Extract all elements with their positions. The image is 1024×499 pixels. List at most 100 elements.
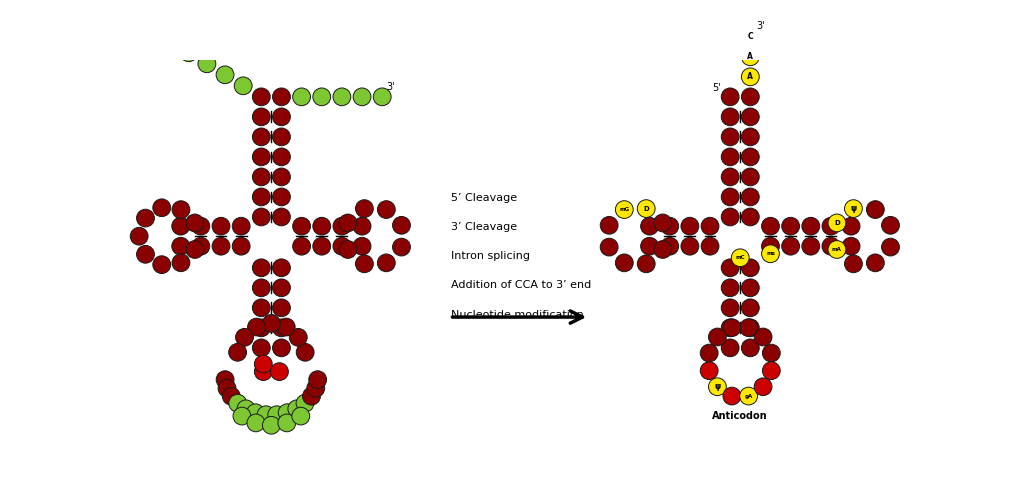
Circle shape (882, 217, 899, 234)
Circle shape (228, 394, 247, 412)
Circle shape (272, 319, 291, 337)
Circle shape (309, 371, 327, 389)
Circle shape (232, 238, 250, 255)
Circle shape (222, 387, 241, 405)
Circle shape (153, 256, 171, 273)
Circle shape (252, 188, 270, 206)
Circle shape (186, 241, 204, 258)
Circle shape (741, 108, 759, 126)
Circle shape (739, 387, 758, 405)
Text: 3': 3' (386, 82, 394, 92)
Circle shape (272, 108, 291, 126)
Circle shape (721, 259, 739, 276)
Circle shape (353, 238, 371, 255)
Circle shape (802, 218, 819, 235)
Circle shape (252, 108, 270, 126)
Circle shape (600, 238, 618, 256)
Circle shape (272, 339, 291, 357)
Circle shape (212, 238, 230, 255)
Text: 3': 3' (757, 20, 765, 30)
Circle shape (754, 378, 772, 396)
Circle shape (293, 218, 310, 235)
Circle shape (355, 255, 374, 272)
Circle shape (307, 379, 325, 397)
Text: 5': 5' (712, 83, 721, 93)
Circle shape (709, 378, 726, 396)
Circle shape (233, 407, 251, 425)
Circle shape (293, 88, 310, 106)
Circle shape (252, 148, 270, 166)
Circle shape (262, 416, 281, 434)
Circle shape (762, 238, 779, 255)
Circle shape (741, 259, 759, 276)
Circle shape (762, 245, 779, 262)
Circle shape (212, 218, 230, 235)
Circle shape (660, 218, 679, 235)
Circle shape (741, 319, 759, 337)
Circle shape (378, 254, 395, 272)
Circle shape (172, 238, 189, 255)
Text: 5’ Cleavage: 5’ Cleavage (452, 193, 517, 203)
Circle shape (721, 108, 739, 126)
Circle shape (272, 88, 291, 106)
Circle shape (252, 168, 270, 186)
Circle shape (754, 328, 772, 346)
Text: Anticodon: Anticodon (713, 411, 768, 421)
Circle shape (89, 0, 106, 6)
Circle shape (721, 339, 739, 357)
Circle shape (741, 68, 759, 86)
Circle shape (172, 254, 189, 271)
Circle shape (237, 400, 255, 418)
Circle shape (763, 344, 780, 362)
Circle shape (313, 88, 331, 106)
Circle shape (842, 218, 860, 235)
Circle shape (293, 238, 310, 255)
Text: mA: mA (831, 247, 842, 252)
Text: 3’ Cleavage: 3’ Cleavage (452, 222, 517, 232)
Circle shape (653, 241, 672, 258)
Circle shape (866, 201, 885, 219)
Circle shape (866, 254, 885, 272)
Circle shape (198, 55, 216, 73)
Circle shape (741, 279, 759, 296)
Circle shape (723, 319, 740, 336)
Circle shape (828, 241, 846, 258)
Circle shape (721, 128, 739, 146)
Circle shape (153, 199, 171, 217)
Text: D: D (835, 220, 840, 226)
Circle shape (763, 362, 780, 380)
Circle shape (741, 148, 759, 166)
Text: ψ: ψ (850, 204, 856, 213)
Circle shape (216, 371, 234, 389)
Circle shape (600, 217, 618, 234)
Circle shape (741, 28, 759, 45)
Text: A: A (748, 72, 754, 81)
Circle shape (741, 168, 759, 186)
Circle shape (339, 241, 356, 258)
Circle shape (136, 246, 155, 263)
Circle shape (272, 168, 291, 186)
Text: C: C (748, 32, 753, 41)
Text: Nucleotide modification: Nucleotide modification (452, 310, 584, 320)
Circle shape (721, 168, 739, 186)
Circle shape (248, 318, 265, 336)
Text: gA: gA (744, 394, 753, 399)
Circle shape (278, 414, 296, 432)
Circle shape (822, 218, 840, 235)
Circle shape (739, 319, 758, 336)
Circle shape (252, 339, 270, 357)
Circle shape (374, 88, 391, 106)
Circle shape (333, 218, 351, 235)
Circle shape (615, 254, 633, 272)
Circle shape (641, 218, 658, 235)
Circle shape (228, 343, 247, 361)
Circle shape (236, 328, 253, 346)
Circle shape (313, 238, 331, 255)
Circle shape (701, 238, 719, 255)
Circle shape (290, 328, 307, 346)
Circle shape (262, 314, 281, 332)
Circle shape (882, 238, 899, 256)
Circle shape (681, 238, 698, 255)
Circle shape (218, 379, 236, 397)
Circle shape (845, 255, 862, 272)
